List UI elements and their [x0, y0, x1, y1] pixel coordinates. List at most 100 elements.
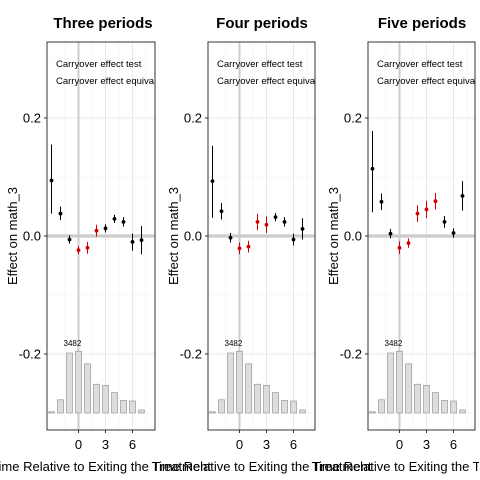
- count-bar-label: 3482: [225, 339, 243, 348]
- x-tick-label: 0: [236, 437, 243, 452]
- count-bar: [102, 385, 109, 414]
- panel-title: Five periods: [378, 15, 466, 32]
- panel-title: Three periods: [53, 15, 152, 32]
- count-bar: [129, 400, 136, 414]
- data-point: [282, 219, 287, 224]
- plot-content: Carryover effect test Carryover effect eq…: [368, 42, 480, 430]
- count-bar: [75, 350, 82, 414]
- panel-3: Five periods Carryover effect testCarryov…: [312, 15, 480, 474]
- count-bar: [369, 411, 376, 414]
- count-bar: [84, 363, 91, 414]
- count-bar: [209, 411, 216, 414]
- count-bar: [450, 400, 457, 414]
- count-bar: [423, 385, 430, 414]
- data-point: [58, 211, 63, 216]
- y-tick-label: -0.2: [180, 347, 202, 362]
- count-bar: [441, 400, 448, 414]
- y-axis-label: Effect on math_3: [5, 187, 20, 285]
- y-tick-label: 0.2: [23, 111, 41, 126]
- x-tick-label: 3: [423, 437, 430, 452]
- data-point: [300, 227, 305, 231]
- panel-2: Four periods Carryover effect testCarryov…: [152, 15, 372, 474]
- count-bar: [218, 399, 225, 414]
- data-point: [121, 219, 126, 224]
- count-bar: [272, 392, 279, 414]
- count-bar: [236, 350, 243, 414]
- annotation-text: Carryover effect equivalence: [56, 76, 177, 87]
- x-tick-label: 6: [290, 437, 297, 452]
- count-bar: [93, 383, 100, 414]
- x-tick-label: 3: [263, 437, 270, 452]
- y-tick-label: 0.0: [23, 229, 41, 244]
- data-point: [273, 215, 278, 220]
- data-point: [424, 207, 429, 212]
- data-point: [370, 166, 375, 171]
- data-point: [219, 209, 224, 214]
- data-point: [228, 235, 233, 240]
- y-tick-label: 0.0: [344, 229, 362, 244]
- count-bar: [405, 363, 412, 414]
- data-point: [379, 199, 384, 204]
- count-bar: [138, 409, 145, 414]
- x-axis-label: Time Relative to Exiting the Treatment: [152, 459, 372, 474]
- plot-content: Carryover effect test Carryover effect eq…: [47, 42, 177, 430]
- x-tick-label: 6: [129, 437, 136, 452]
- x-tick-label: 6: [450, 437, 457, 452]
- data-point: [433, 199, 438, 204]
- count-bar: [459, 409, 466, 414]
- x-tick-label: 3: [102, 437, 109, 452]
- plot-content: Carryover effect test Carryover effect eq…: [208, 42, 315, 430]
- data-point: [139, 238, 144, 243]
- count-bar-label: 3482: [64, 339, 82, 348]
- x-axis-label: Time Relative to Exiting the Treatment: [312, 459, 480, 474]
- x-tick-label: 0: [75, 437, 82, 452]
- data-point: [291, 237, 296, 242]
- count-bar: [227, 352, 234, 414]
- x-axis-label: Time Relative to Exiting the Treatment: [0, 459, 211, 474]
- data-point: [415, 211, 420, 216]
- data-point: [397, 245, 402, 250]
- annotation-text: Carryover effect test: [217, 59, 303, 70]
- y-tick-label: -0.2: [340, 347, 362, 362]
- data-point: [264, 222, 269, 227]
- count-bar: [414, 383, 421, 414]
- count-bar: [281, 400, 288, 414]
- data-point: [103, 226, 108, 231]
- data-point: [237, 246, 242, 251]
- data-point: [49, 178, 54, 183]
- y-tick-label: 0.2: [184, 111, 202, 126]
- count-bar: [432, 392, 439, 414]
- count-bar: [263, 385, 270, 414]
- count-bar: [245, 363, 252, 414]
- count-bar: [120, 400, 127, 414]
- data-point: [442, 219, 447, 224]
- y-axis-label: Effect on math_3: [166, 187, 181, 285]
- data-point: [130, 240, 135, 244]
- y-axis-label: Effect on math_3: [326, 187, 341, 285]
- data-point: [255, 219, 260, 224]
- data-point: [112, 216, 117, 221]
- data-point: [388, 231, 393, 236]
- count-bar-label: 3482: [385, 339, 403, 348]
- y-tick-label: 0.2: [344, 111, 362, 126]
- annotation-text: Carryover effect test: [56, 59, 142, 70]
- data-point: [94, 228, 99, 233]
- count-bar: [48, 411, 55, 414]
- count-bar: [299, 409, 306, 414]
- count-bar: [290, 400, 297, 414]
- data-point: [406, 241, 411, 245]
- data-point: [76, 248, 81, 253]
- y-tick-label: 0.0: [184, 229, 202, 244]
- panel-title: Four periods: [216, 15, 308, 32]
- count-bar: [387, 352, 394, 414]
- x-tick-label: 0: [396, 437, 403, 452]
- data-point: [460, 193, 465, 198]
- count-bar: [111, 392, 118, 414]
- count-bar: [254, 383, 261, 414]
- data-point: [451, 231, 456, 235]
- count-bar: [378, 399, 385, 414]
- annotation-text: Carryover effect equivalence: [377, 76, 480, 87]
- data-point: [67, 237, 72, 242]
